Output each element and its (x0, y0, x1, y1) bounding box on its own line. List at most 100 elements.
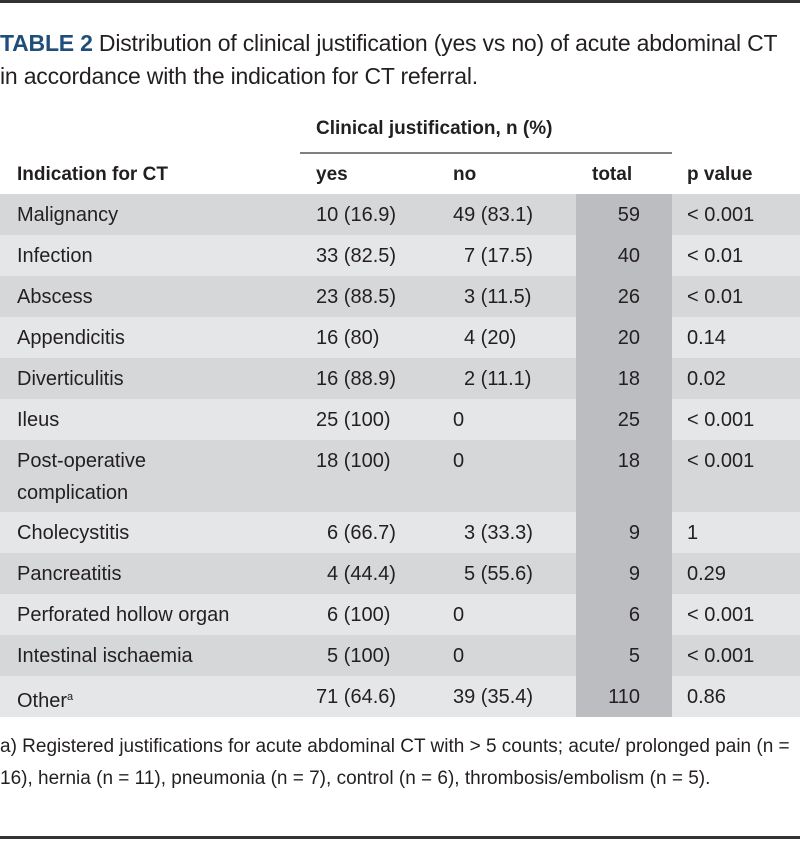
top-rule (0, 0, 800, 3)
cell-indication: Abscess (0, 276, 300, 317)
cell-total-value: 25 (617, 409, 640, 431)
cell-total: 9 (576, 512, 672, 553)
cell-yes-value: 18 (100) (316, 450, 391, 472)
cell-no-value: 3 (11.5) (464, 286, 532, 308)
cell-p-value-value: 0.86 (687, 686, 726, 708)
cell-no-value: 3 (33.3) (464, 522, 533, 544)
cell-indication: Perforated hollow organ (0, 594, 300, 635)
cell-total: 59 (576, 194, 672, 235)
col-header-p-value: p value (687, 164, 753, 185)
cell-p-value: < 0.001 (672, 440, 800, 512)
table-row: Infection 33 (82.5) 7 (17.5) 40 < 0.01 (0, 235, 800, 276)
table-row: Intestinal ischaemia 5 (100) 0 5 < 0.001 (0, 635, 800, 676)
cell-yes: 16 (80) (300, 317, 438, 358)
cell-indication-value: Diverticulitis (17, 368, 124, 390)
cell-yes: 5 (100) (300, 635, 438, 676)
table-row: Perforated hollow organ 6 (100) 0 6 < 0.001 (0, 594, 800, 635)
cell-no: 0 (438, 440, 576, 512)
cell-indication: Malignancy (0, 194, 300, 235)
cell-indication-value: Ileus (17, 409, 60, 431)
caption-text: Distribution of clinical justification (… (0, 30, 777, 89)
cell-no-value: 2 (11.1) (464, 368, 532, 390)
cell-total: 40 (576, 235, 672, 276)
cell-yes-value: 33 (82.5) (316, 245, 397, 267)
table-caption: TABLE 2 Distribution of clinical justifi… (0, 27, 800, 93)
cell-no: 39 (35.4) (438, 676, 576, 717)
col-header-no: no (453, 164, 477, 185)
cell-total-value: 18 (617, 450, 640, 472)
cell-p-value-value: < 0.001 (687, 409, 755, 431)
table-row: Abscess 23 (88.5) 3 (11.5) 26 < 0.01 (0, 276, 800, 317)
cell-no: 0 (438, 594, 576, 635)
cell-total: 25 (576, 399, 672, 440)
cell-yes: 4 (44.4) (300, 553, 438, 594)
cell-yes: 16 (88.9) (300, 358, 438, 399)
cell-total-value: 40 (617, 245, 640, 267)
cell-indication-value: Intestinal ischaemia (17, 645, 193, 667)
cell-yes: 33 (82.5) (300, 235, 438, 276)
bottom-rule (0, 836, 800, 839)
cell-indication: Intestinal ischaemia (0, 635, 300, 676)
cell-total-value: 9 (628, 563, 640, 585)
table-row: Othera 71 (64.6) 39 (35.4) 110 0.86 (0, 676, 800, 717)
cell-no: 0 (438, 399, 576, 440)
cell-indication: Cholecystitis (0, 512, 300, 553)
cell-total-value: 26 (617, 286, 640, 308)
cell-total: 20 (576, 317, 672, 358)
cell-yes-value: 10 (16.9) (316, 204, 397, 226)
cell-p-value-value: < 0.001 (687, 645, 755, 667)
cell-total: 5 (576, 635, 672, 676)
table-label: TABLE 2 (0, 30, 93, 56)
cell-p-value: < 0.001 (672, 594, 800, 635)
cell-yes-value: 23 (88.5) (316, 286, 397, 308)
group-header: Clinical justification, n (%) (316, 118, 553, 139)
cell-p-value: < 0.001 (672, 194, 800, 235)
data-table: Malignancy 10 (16.9) 49 (83.1) 59 < 0.001 Inf… (0, 194, 800, 717)
col-header-indication: Indication for CT (17, 164, 168, 185)
cell-yes-value: 6 (100) (327, 604, 391, 626)
cell-yes-value: 71 (64.6) (316, 686, 397, 708)
cell-total: 6 (576, 594, 672, 635)
cell-total-value: 59 (617, 204, 640, 226)
cell-p-value: < 0.001 (672, 399, 800, 440)
cell-no: 5 (55.6) (438, 553, 576, 594)
cell-yes: 18 (100) (300, 440, 438, 512)
cell-p-value: 0.02 (672, 358, 800, 399)
table-row: Cholecystitis 6 (66.7) 3 (33.3) 9 1 (0, 512, 800, 553)
cell-indication-value: Post-operative complication (17, 450, 146, 504)
cell-p-value-value: < 0.01 (687, 245, 744, 267)
table-footnote: a) Registered justifications for acute a… (0, 736, 790, 789)
group-header-rule (300, 152, 672, 154)
cell-yes: 10 (16.9) (300, 194, 438, 235)
cell-indication: Appendicitis (0, 317, 300, 358)
cell-yes-value: 25 (100) (316, 409, 391, 431)
cell-p-value-value: 0.29 (687, 563, 726, 585)
cell-total: 18 (576, 358, 672, 399)
cell-indication: Diverticulitis (0, 358, 300, 399)
cell-indication-value: Perforated hollow organ (17, 604, 230, 626)
cell-indication: Ileus (0, 399, 300, 440)
cell-total-value: 20 (617, 327, 640, 349)
cell-indication-value: Infection (17, 245, 93, 267)
cell-total-value: 18 (617, 368, 640, 390)
cell-no-value: 0 (453, 604, 465, 626)
cell-no: 3 (11.5) (438, 276, 576, 317)
cell-yes: 71 (64.6) (300, 676, 438, 717)
cell-indication: Infection (0, 235, 300, 276)
cell-no: 3 (33.3) (438, 512, 576, 553)
cell-indication: Pancreatitis (0, 553, 300, 594)
cell-p-value-value: < 0.001 (687, 204, 755, 226)
cell-p-value: < 0.01 (672, 276, 800, 317)
table-row: Appendicitis 16 (80) 4 (20) 20 0.14 (0, 317, 800, 358)
table-row: Malignancy 10 (16.9) 49 (83.1) 59 < 0.001 (0, 194, 800, 235)
cell-no-value: 0 (453, 645, 465, 667)
cell-no-value: 49 (83.1) (453, 204, 534, 226)
cell-yes-value: 5 (100) (327, 645, 391, 667)
cell-no-value: 5 (55.6) (464, 563, 533, 585)
cell-p-value: 0.29 (672, 553, 800, 594)
cell-p-value: < 0.01 (672, 235, 800, 276)
cell-p-value: < 0.001 (672, 635, 800, 676)
cell-yes-value: 4 (44.4) (327, 563, 396, 585)
cell-indication-value: Appendicitis (17, 327, 125, 349)
cell-indication-value: Malignancy (17, 204, 119, 226)
